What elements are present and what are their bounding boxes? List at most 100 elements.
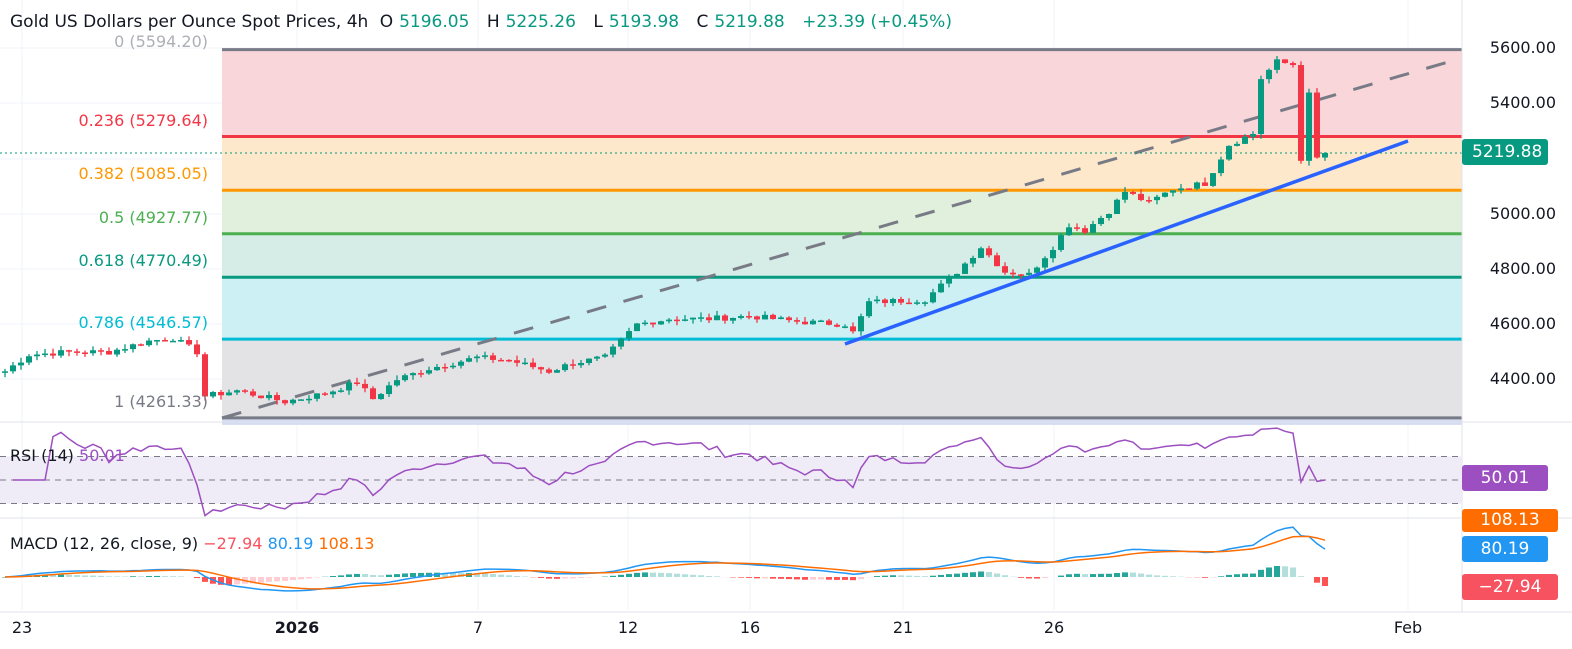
time-tick: 7	[472, 618, 484, 637]
macd-histogram-bar	[394, 574, 400, 577]
fib-zone	[222, 190, 1462, 234]
macd-histogram-bar	[386, 574, 392, 577]
macd-histogram-bar	[1290, 567, 1296, 577]
candle-body	[210, 391, 216, 397]
candle-body	[154, 340, 160, 342]
macd-histogram-bar	[170, 576, 176, 577]
candle-body	[202, 354, 208, 397]
candle-body	[338, 390, 344, 392]
macd-histogram-bar	[138, 576, 144, 577]
macd-histogram-bar	[1130, 572, 1136, 577]
candle-body	[1162, 192, 1168, 197]
macd-histogram-bar	[898, 575, 904, 577]
candle-body	[530, 362, 536, 368]
candle-body	[314, 393, 320, 399]
ascending-trendline	[844, 139, 1409, 346]
candle-body	[1114, 199, 1120, 215]
macd-histogram-bar	[354, 573, 360, 577]
candle-body	[1194, 182, 1200, 189]
macd-histogram-bar	[106, 576, 112, 577]
candle-body	[650, 322, 656, 325]
macd-histogram-bar	[850, 577, 856, 581]
macd-histogram-bar	[874, 576, 880, 577]
macd-histogram-bar	[226, 577, 232, 585]
macd-histogram-bar	[914, 575, 920, 577]
candle-body	[354, 382, 360, 384]
candle-body	[850, 326, 856, 332]
candle-body	[858, 316, 864, 332]
macd-histogram-bar	[562, 577, 568, 579]
candle-body	[138, 344, 144, 346]
macd-histogram-bar	[1154, 575, 1160, 577]
candle-body	[482, 355, 488, 357]
macd-histogram-bar	[986, 571, 992, 577]
macd-histogram-bar	[1218, 576, 1224, 577]
candle-body	[450, 365, 456, 368]
fib-zone	[222, 417, 1462, 425]
macd-histogram-bar	[746, 577, 752, 578]
macd-histogram-bar	[178, 576, 184, 577]
time-tick: 16	[739, 618, 761, 637]
rsi-line	[13, 427, 1326, 517]
symbol-title: Gold US Dollars per Ounce Spot Prices, 4…	[10, 12, 369, 32]
fib-zone	[222, 49, 1462, 137]
candle-body	[522, 362, 528, 365]
candle-body	[322, 393, 328, 395]
candle-body	[538, 367, 544, 370]
candle-body	[666, 319, 672, 322]
symbol-legend: Gold US Dollars per Ounce Spot Prices, 4…	[10, 12, 958, 32]
candle-body	[90, 350, 96, 354]
price-tick: 5600.00	[1489, 38, 1556, 57]
candle-body	[1026, 272, 1032, 275]
macd-histogram-bar	[402, 573, 408, 577]
macd-histogram-bar	[938, 574, 944, 577]
candle-body	[754, 316, 760, 320]
macd-histogram-bar	[218, 577, 224, 585]
candle-body	[162, 340, 168, 342]
macd-histogram-bar	[1258, 569, 1264, 577]
macd-histogram-bar	[474, 573, 480, 577]
candle-body	[1130, 191, 1136, 194]
macd-histogram-bar	[826, 577, 832, 580]
histogram-value-tag: −27.94	[1462, 574, 1558, 600]
candle-body	[866, 301, 872, 317]
macd-histogram-bar	[690, 574, 696, 577]
macd-histogram-bar	[418, 572, 424, 577]
candle-body	[370, 388, 376, 400]
macd-histogram-bar	[410, 572, 416, 577]
candle-body	[386, 385, 392, 395]
macd-histogram-bar	[810, 577, 816, 580]
candle-body	[874, 299, 880, 302]
macd-histogram-bar	[706, 576, 712, 577]
macd-histogram-bar	[890, 575, 896, 577]
time-tick: 2026	[274, 618, 320, 637]
candle-body	[1098, 217, 1104, 225]
candle-body	[10, 365, 16, 372]
candle-body	[1282, 59, 1288, 64]
fib-label: 0.236 (5279.64)	[78, 110, 208, 130]
candle-body	[122, 349, 128, 351]
macd-histogram-bar	[1018, 577, 1024, 578]
macd-histogram-bar	[114, 576, 120, 577]
candle-body	[194, 344, 200, 355]
macd-histogram-bar	[1058, 575, 1064, 577]
fib-label: 0.618 (4770.49)	[78, 251, 208, 271]
macd-histogram-bar	[90, 575, 96, 577]
macd-line	[4, 526, 1326, 592]
candle-body	[282, 400, 288, 404]
candle-body	[586, 358, 592, 363]
rsi-legend-value: 50.01	[79, 446, 125, 465]
macd-histogram-bar	[754, 577, 760, 579]
candle-body	[242, 390, 248, 392]
macd-histogram-bar	[58, 574, 64, 577]
macd-histogram-bar	[978, 571, 984, 577]
macd-histogram-bar	[1202, 577, 1208, 578]
macd-histogram-bar	[666, 573, 672, 577]
macd-histogram-bar	[282, 577, 288, 581]
macd-histogram-bar	[1322, 577, 1328, 586]
macd-histogram-bar	[266, 577, 272, 582]
candle-body	[810, 320, 816, 325]
candle-body	[1010, 272, 1016, 275]
